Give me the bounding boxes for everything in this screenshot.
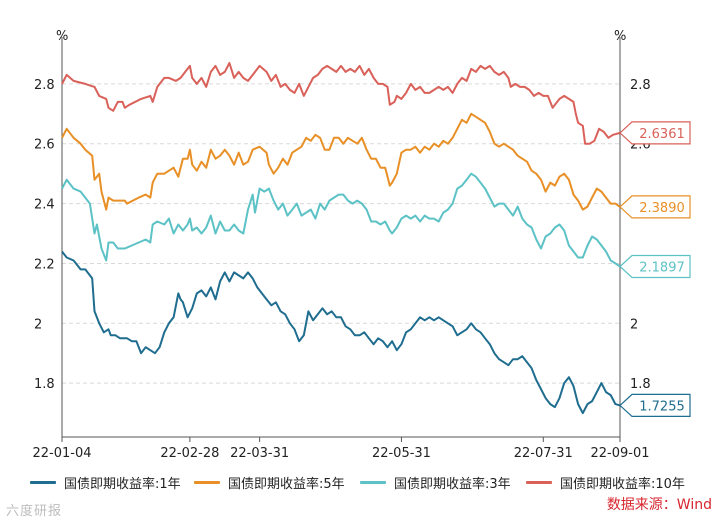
callout-box: [619, 393, 691, 417]
legend-swatch-10y: [526, 481, 552, 484]
x-tick-label: 22-02-28: [160, 446, 219, 461]
x-tick-label: 22-05-31: [372, 446, 431, 461]
callout-box: [619, 195, 691, 219]
legend-swatch-3y: [360, 481, 386, 484]
callout-value: 2.6361: [639, 127, 685, 142]
series-line: [61, 250, 621, 415]
y-tick-label-left: 2.4: [34, 198, 55, 213]
legend-label-10y: 国债即期收益率:10年: [560, 477, 685, 492]
x-tick-label: 22-01-04: [32, 446, 91, 461]
x-tick-label: 22-07-31: [514, 446, 573, 461]
callout-box: [619, 254, 691, 279]
legend-label-5y: 国债即期收益率:5年: [228, 477, 345, 492]
line-chart: 1.81.8222.22.22.42.42.62.62.82.8%%22-01-…: [32, 29, 691, 461]
legend-item-5y: 国债即期收益率:5年: [194, 473, 345, 492]
y-tick-label-left: 2.2: [34, 257, 55, 272]
legend-swatch-5y: [194, 481, 220, 484]
gridlines: [62, 83, 620, 384]
series-line: [61, 112, 621, 211]
y-unit-left: %: [56, 29, 68, 44]
last-value-callout: 1.7255: [619, 393, 691, 417]
callout-box: [619, 121, 691, 145]
y-tick-label-right: 2.8: [630, 78, 651, 93]
y-tick-label-right: 1.8: [630, 377, 651, 392]
legend-item-3y: 国债即期收益率:3年: [360, 473, 511, 492]
series-line: [61, 172, 621, 268]
legend: 国债即期收益率:1年 国债即期收益率:5年 国债即期收益率:3年 国债即期收益率…: [30, 473, 720, 493]
watermark: 六度研报: [6, 504, 63, 519]
data-source: 数据来源：Wind: [606, 497, 712, 513]
x-tick-label: 22-03-31: [230, 446, 289, 461]
axes: 1.81.8222.22.22.42.42.62.62.82.8%%22-01-…: [32, 29, 650, 461]
y-unit-right: %: [614, 29, 626, 44]
y-tick-label-right: 2: [630, 317, 638, 332]
legend-label-1y: 国债即期收益率:1年: [64, 477, 181, 492]
y-tick-label-left: 2: [34, 317, 42, 332]
callout-value: 1.7255: [639, 399, 685, 414]
legend-swatch-1y: [30, 481, 56, 484]
callout-value: 2.3890: [639, 201, 685, 216]
y-tick-label-left: 1.8: [34, 377, 55, 392]
series-lines: [61, 62, 621, 415]
legend-label-3y: 国债即期收益率:3年: [394, 477, 511, 492]
series-line: [61, 62, 621, 145]
last-value-callout: 2.3890: [619, 195, 691, 219]
last-value-callout: 2.1897: [619, 254, 691, 279]
x-tick-label: 22-09-01: [590, 446, 649, 461]
y-tick-label-left: 2.8: [34, 78, 55, 93]
y-tick-label-left: 2.6: [34, 138, 55, 153]
legend-item-10y: 国债即期收益率:10年: [526, 473, 685, 492]
legend-item-1y: 国债即期收益率:1年: [30, 473, 181, 492]
callout-value: 2.1897: [639, 261, 685, 276]
last-value-callouts: 2.6361 2.3890 2.1897 1.7255: [619, 121, 691, 417]
last-value-callout: 2.6361: [619, 121, 691, 145]
